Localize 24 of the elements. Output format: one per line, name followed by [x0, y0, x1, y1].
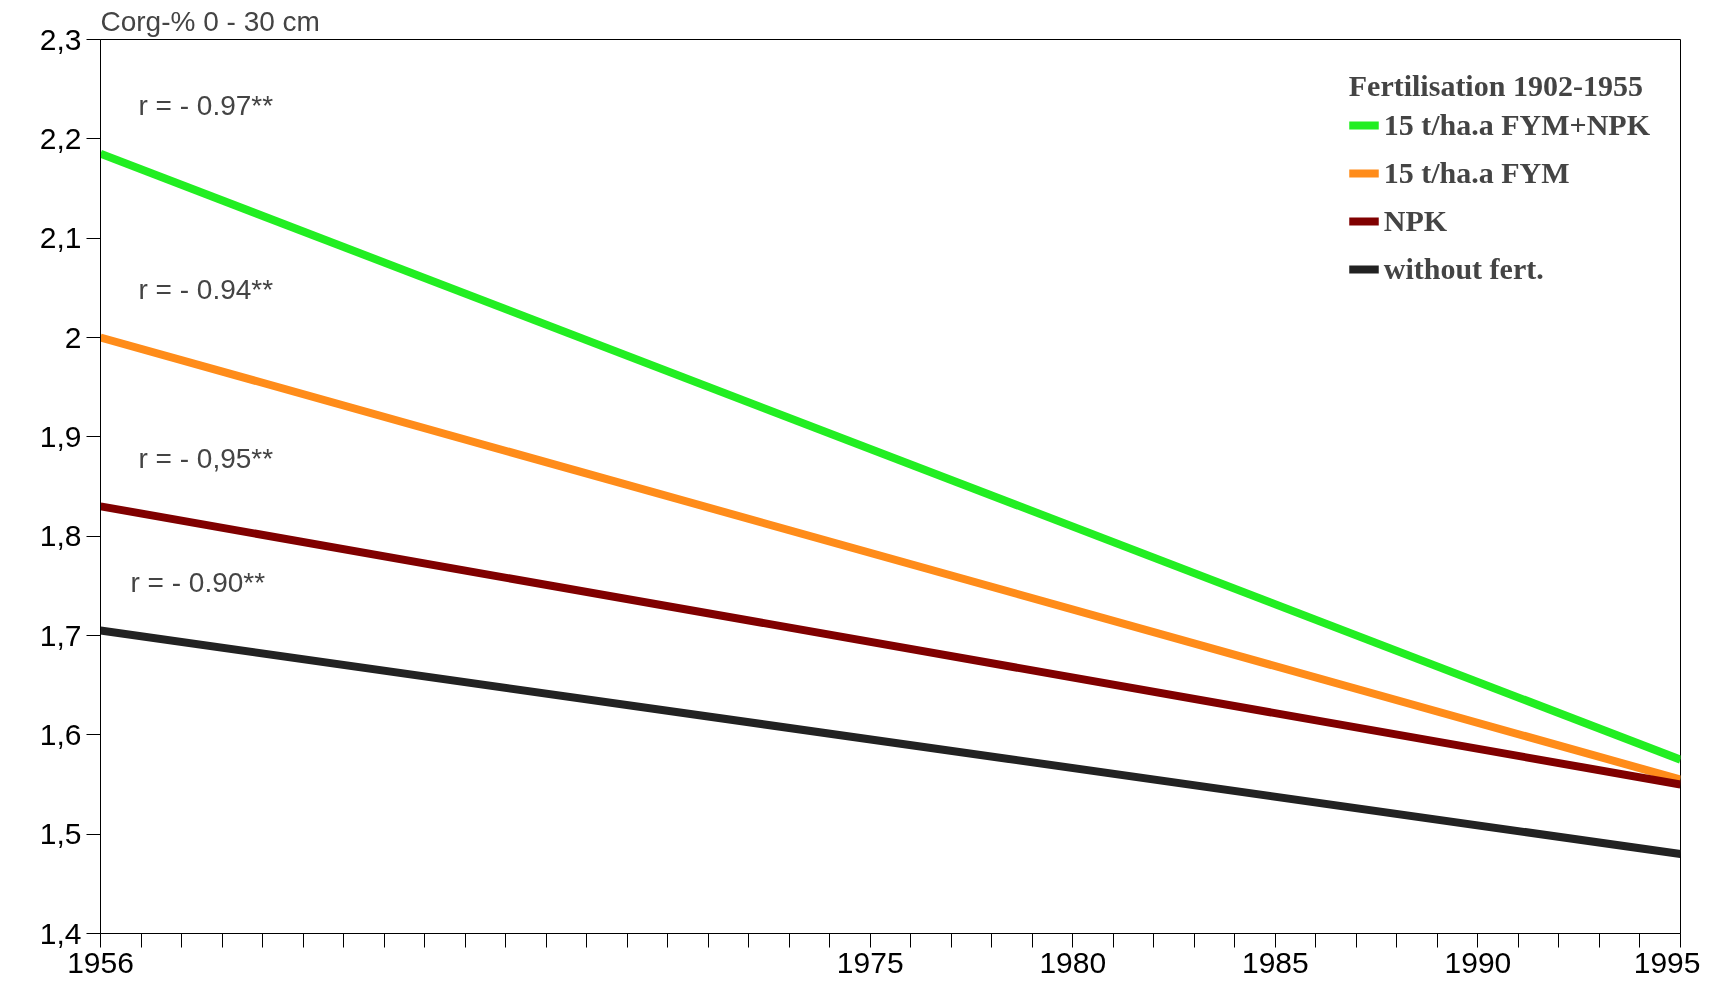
legend-label: without fert. — [1383, 252, 1544, 286]
y-tick-label: 1,6 — [39, 717, 82, 751]
legend-label: 15 t/ha.a FYM+NPK — [1383, 108, 1650, 142]
y-tick-label: 2,3 — [39, 22, 82, 56]
legend-title: Fertilisation 1902-1955 — [1348, 69, 1644, 103]
y-tick-label: 1,5 — [39, 817, 82, 851]
y-tick-label: 2 — [64, 320, 82, 354]
y-tick-label: 1,9 — [39, 419, 82, 453]
y-axis-title: Corg-% 0 - 30 cm — [100, 5, 320, 37]
x-tick-label: 1995 — [1633, 945, 1701, 979]
x-tick-label: 1985 — [1242, 945, 1309, 979]
y-tick-label: 1,8 — [39, 519, 82, 553]
legend-label: NPK — [1383, 204, 1448, 238]
x-tick-label: 1980 — [1039, 945, 1107, 979]
x-tick-label: 1990 — [1444, 945, 1512, 979]
legend-label: 15 t/ha.a FYM — [1383, 156, 1570, 190]
annotation: r = - 0.97** — [138, 90, 274, 122]
y-tick-label: 1,7 — [39, 618, 82, 652]
annotation: r = - 0.90** — [130, 567, 266, 599]
y-tick-label: 2,1 — [39, 221, 82, 255]
x-tick-label: 1975 — [836, 945, 904, 979]
annotation: r = - 0.94** — [138, 274, 274, 305]
y-tick-label: 2,2 — [39, 121, 82, 155]
annotation: r = - 0,95** — [138, 442, 274, 474]
